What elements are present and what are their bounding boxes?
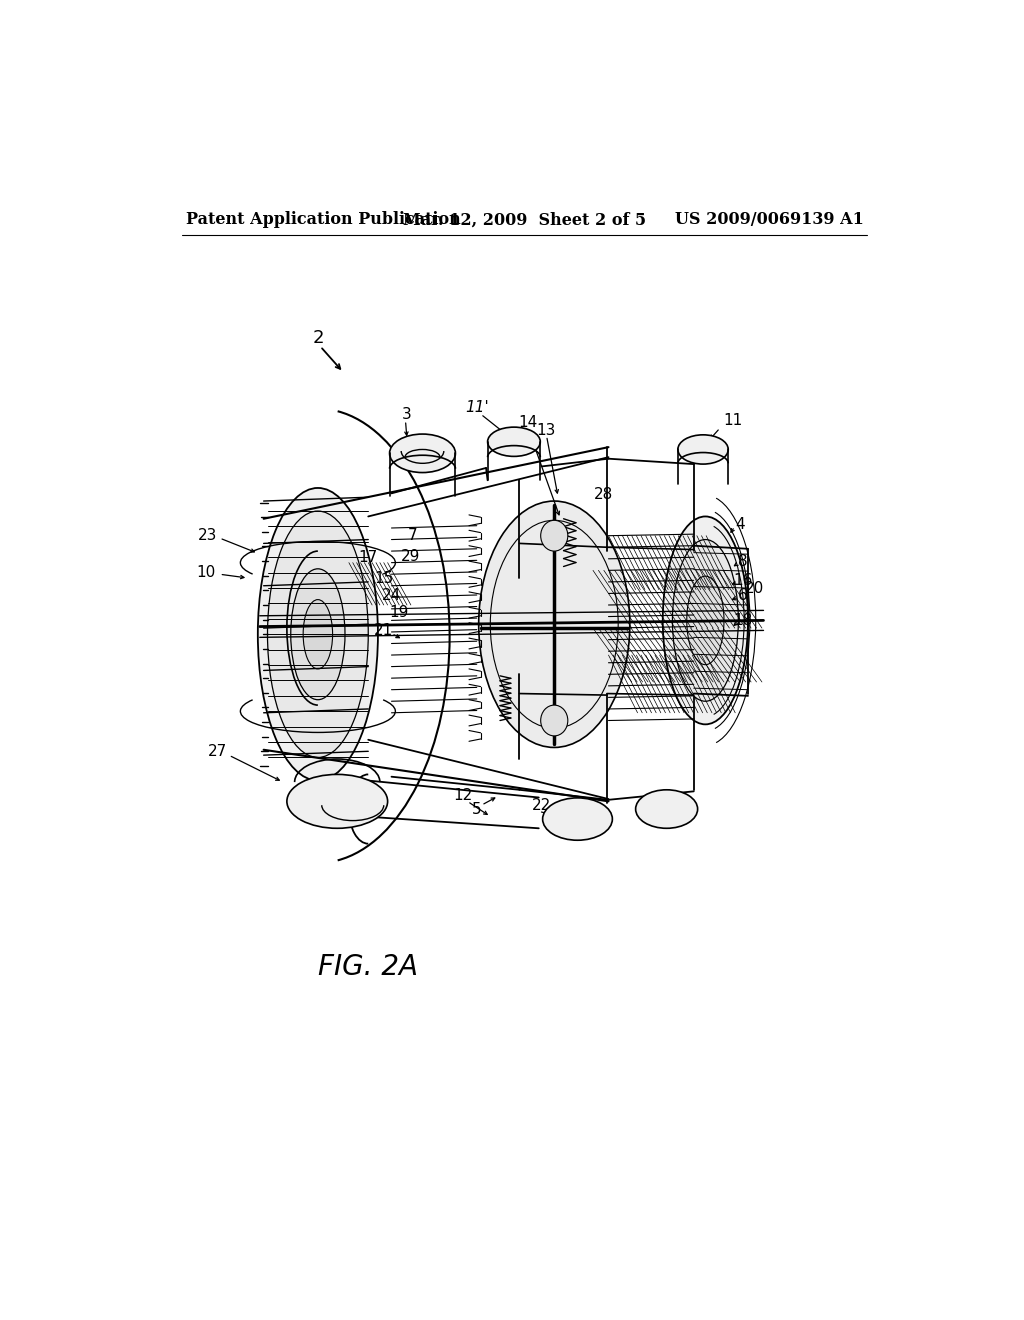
- Text: 28: 28: [594, 487, 612, 502]
- Ellipse shape: [389, 434, 456, 473]
- Ellipse shape: [541, 705, 568, 737]
- Text: 15: 15: [374, 570, 393, 586]
- Text: 14: 14: [518, 414, 538, 430]
- Text: 18: 18: [733, 612, 753, 628]
- Text: 3: 3: [402, 408, 412, 422]
- Text: 12: 12: [454, 788, 472, 804]
- Ellipse shape: [303, 599, 333, 669]
- Text: 23: 23: [198, 528, 217, 544]
- Text: 16: 16: [733, 573, 753, 587]
- Ellipse shape: [663, 516, 748, 725]
- Text: Patent Application Publication: Patent Application Publication: [186, 211, 461, 228]
- Text: 2: 2: [312, 329, 324, 347]
- Text: 4: 4: [735, 516, 745, 532]
- Ellipse shape: [673, 540, 738, 701]
- Text: FIG. 2A: FIG. 2A: [318, 953, 418, 981]
- Text: 17: 17: [358, 549, 378, 565]
- Ellipse shape: [287, 775, 388, 829]
- Ellipse shape: [543, 797, 612, 841]
- Ellipse shape: [478, 502, 630, 747]
- Text: 6: 6: [737, 589, 748, 603]
- Text: 11: 11: [723, 413, 742, 428]
- Text: 20: 20: [744, 581, 764, 595]
- Text: Mar. 12, 2009  Sheet 2 of 5: Mar. 12, 2009 Sheet 2 of 5: [403, 211, 646, 228]
- Text: 10: 10: [196, 565, 215, 581]
- Ellipse shape: [267, 511, 369, 758]
- Text: 29: 29: [401, 549, 421, 564]
- Text: 7: 7: [408, 528, 417, 544]
- Text: 8: 8: [737, 553, 748, 569]
- Text: 11': 11': [465, 400, 488, 414]
- Ellipse shape: [678, 434, 728, 465]
- Text: 9: 9: [315, 813, 325, 828]
- Text: US 2009/0069139 A1: US 2009/0069139 A1: [676, 211, 864, 228]
- Ellipse shape: [541, 520, 568, 552]
- Ellipse shape: [291, 569, 345, 700]
- Text: 21: 21: [374, 623, 393, 638]
- Ellipse shape: [258, 488, 378, 780]
- Text: 24: 24: [382, 589, 401, 603]
- Text: 22: 22: [531, 797, 551, 813]
- Ellipse shape: [636, 789, 697, 829]
- Text: 19: 19: [389, 605, 409, 620]
- Text: 5: 5: [472, 801, 481, 817]
- Ellipse shape: [687, 576, 724, 665]
- Text: 13: 13: [537, 422, 556, 438]
- Ellipse shape: [487, 428, 541, 457]
- Text: 27: 27: [208, 743, 226, 759]
